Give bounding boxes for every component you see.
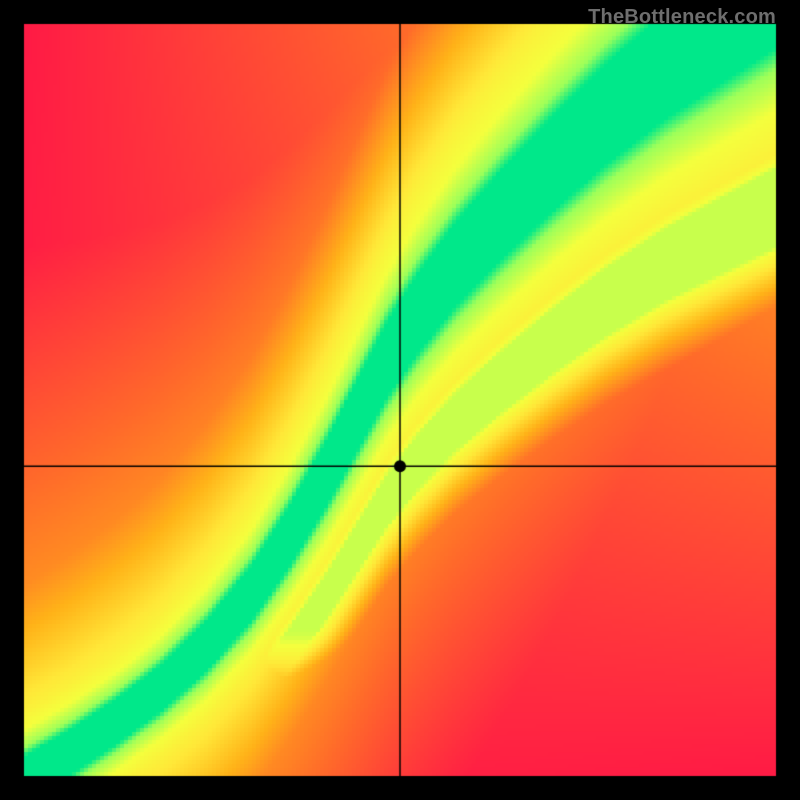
watermark: TheBottleneck.com (588, 6, 776, 29)
chart-container: TheBottleneck.com (0, 0, 800, 800)
heatmap-canvas (0, 0, 800, 800)
